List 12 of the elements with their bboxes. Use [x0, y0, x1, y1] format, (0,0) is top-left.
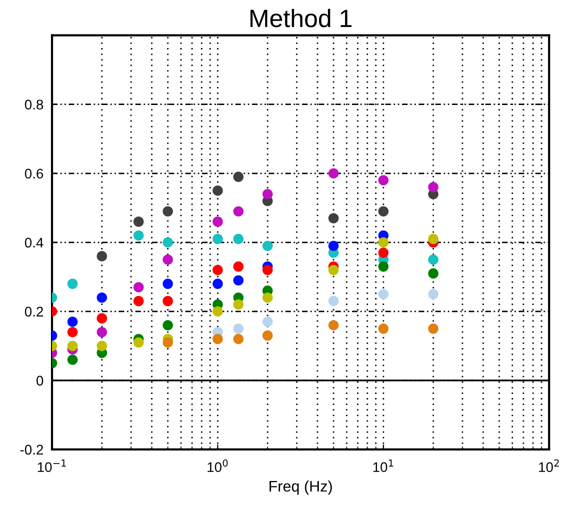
y-tick-label: 0 [36, 376, 44, 386]
chart-title: Method 1 [250, 8, 352, 28]
y-tick-label: -0.2 [20, 444, 43, 455]
y-tick-label: 0.8 [24, 100, 44, 110]
y-tick-label: 0.6 [24, 168, 44, 179]
x-axis-title: Freq (Hz) [270, 480, 332, 495]
x-tick-label: 10$^{0}$ [208, 459, 228, 472]
x-tick-label: 10$^{2}$ [539, 459, 559, 472]
x-tick-label: 10$^{−1}$ [38, 460, 66, 472]
y-tick-label: 0.2 [24, 306, 43, 317]
y-tick-label: 0.4 [24, 238, 44, 248]
x-tick-label: 10$^{1}$ [373, 460, 394, 472]
